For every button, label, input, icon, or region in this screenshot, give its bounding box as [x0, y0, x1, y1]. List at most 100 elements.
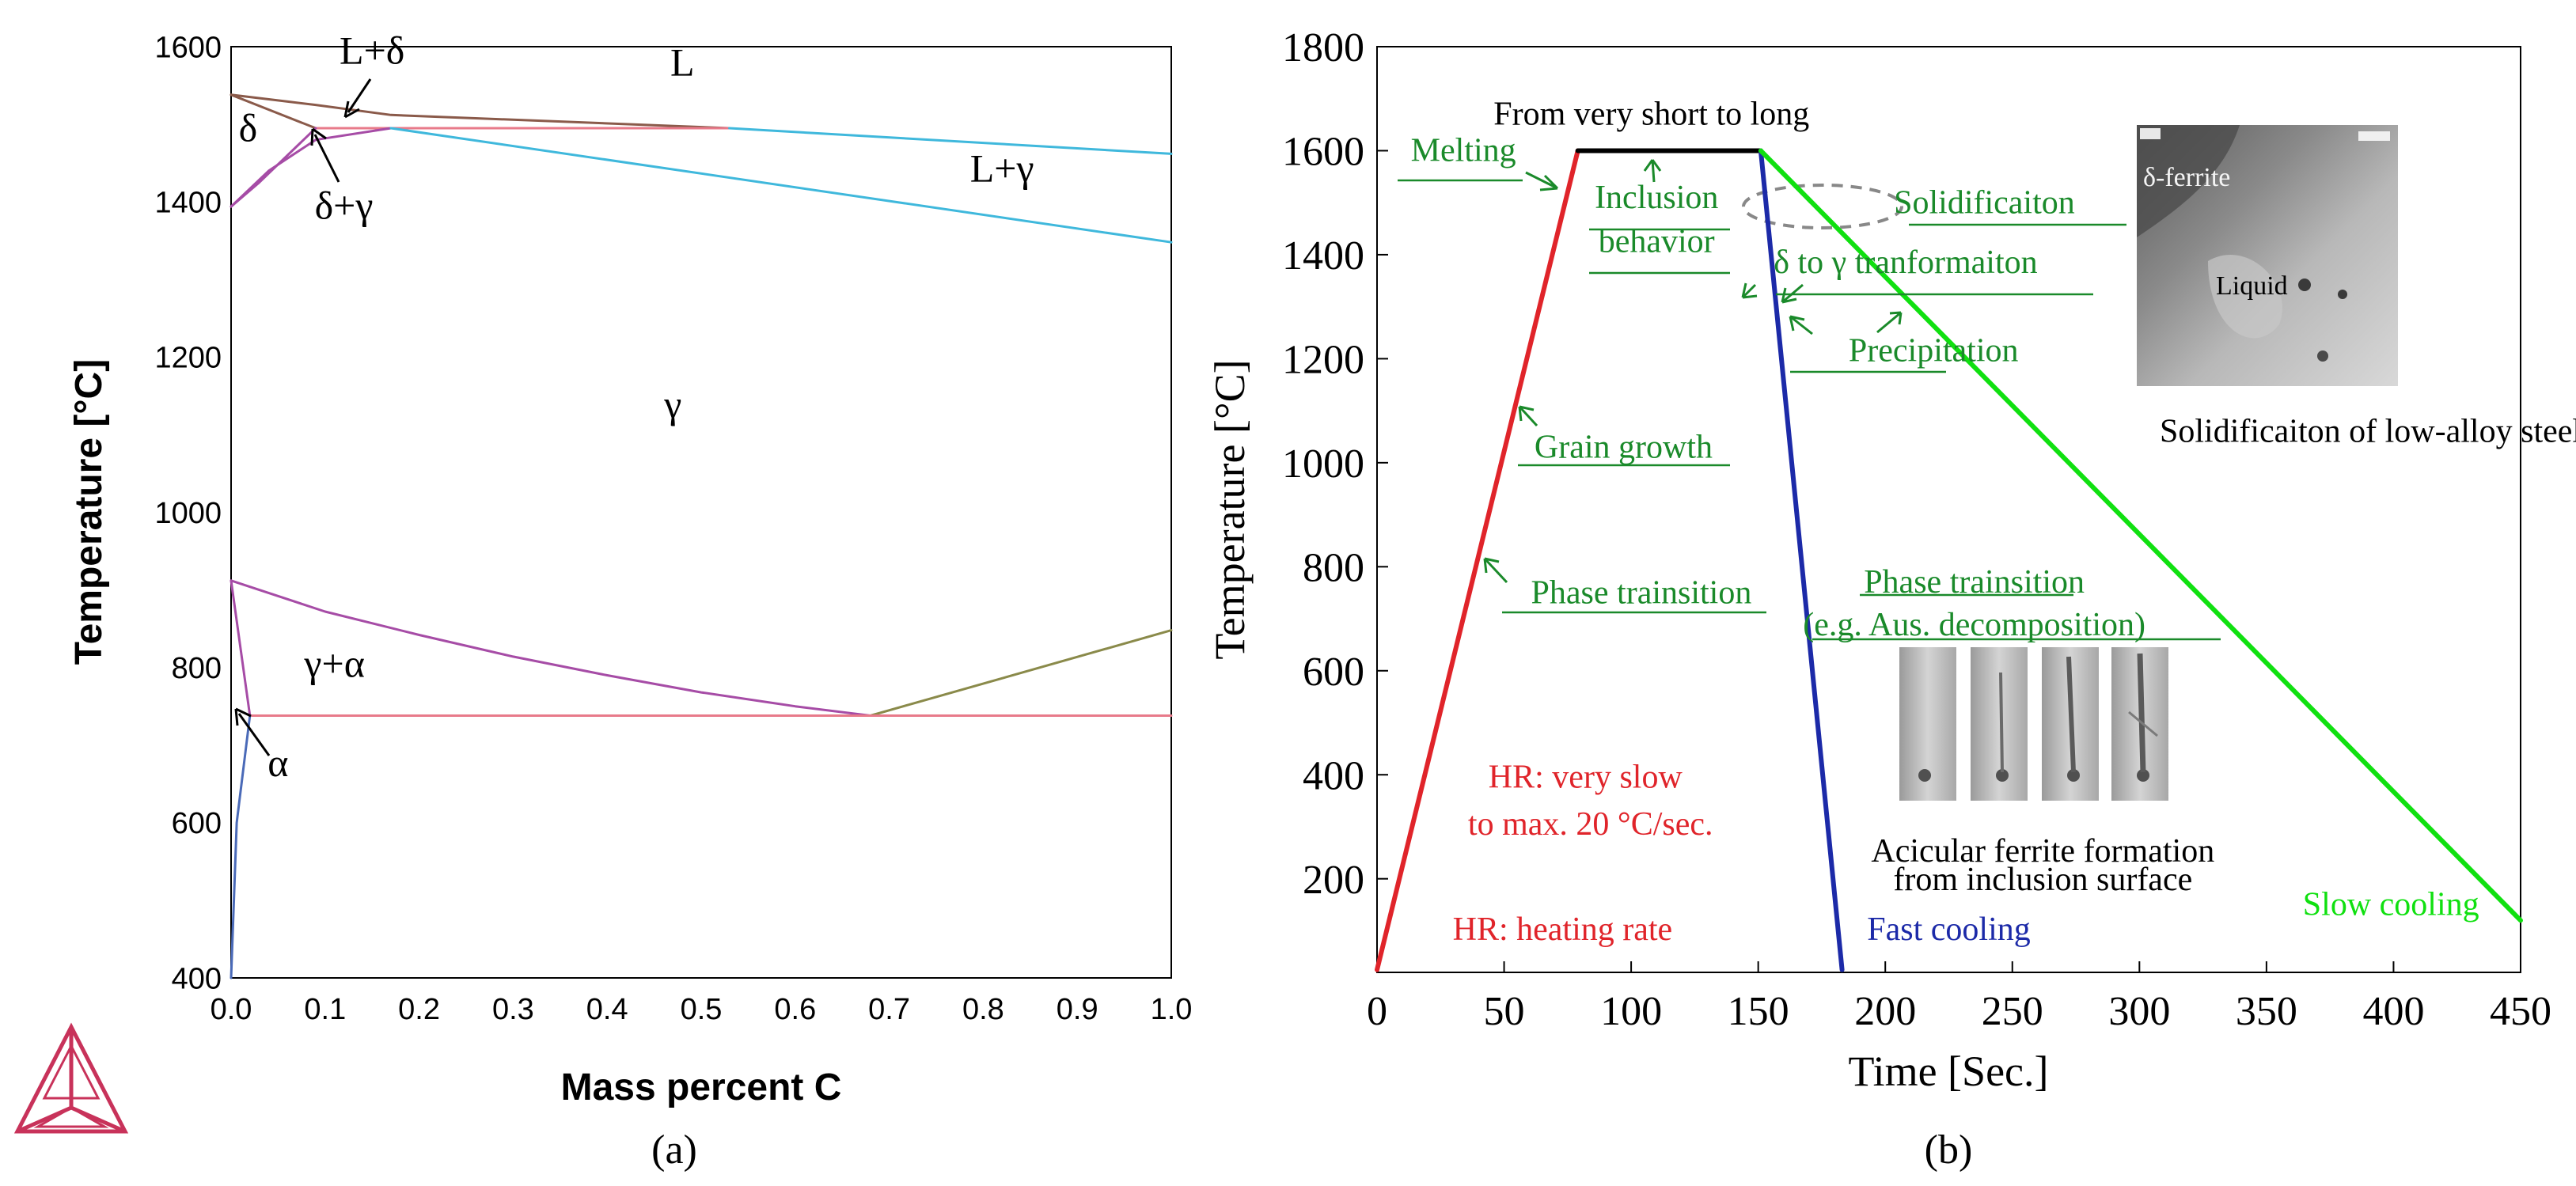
- inset-acicular-ferrite-images: [1899, 647, 2168, 801]
- annotation-label: Grain growth: [1535, 429, 1713, 465]
- y-tick-label: 200: [1303, 858, 1364, 903]
- annotation-label: Fast cooling: [1867, 911, 2031, 948]
- panel-a-y-ticks: 400 600 800 1000 1200 1400 1600: [154, 31, 222, 995]
- y-tick-label: 1400: [1282, 233, 1364, 279]
- x-tick-label: 100: [1600, 989, 1662, 1034]
- panel-b-y-axis-title: Temperature [°C]: [1206, 359, 1254, 659]
- annotation-label: δ to γ tranformaiton: [1774, 244, 2037, 281]
- annotation-label: α: [267, 741, 288, 785]
- arrow-alpha-head: [234, 707, 252, 726]
- annotation-label: Phase trainsition: [1531, 574, 1752, 611]
- panel-a-series: [230, 93, 1173, 979]
- series-liquidus-gamma: [728, 127, 1173, 155]
- series-heating: [1375, 148, 1580, 972]
- annotation-label: γ+α: [303, 641, 365, 685]
- x-tick-label: 1.0: [1151, 993, 1193, 1026]
- annotation-label: Precipitation: [1849, 333, 2019, 369]
- x-tick-label: 250: [1982, 989, 2043, 1034]
- annotation-label: from inclusion surface: [1893, 862, 2192, 898]
- x-tick-label: 0.9: [1057, 993, 1098, 1026]
- annotation-label: Inclusion: [1595, 180, 1718, 216]
- annotation-label: L+γ: [970, 146, 1034, 191]
- solidification-dashed-ellipse: [1742, 184, 1903, 229]
- series-solidus-gamma: [389, 127, 1173, 244]
- panel-a-y-axis-title: Temperature [°C]: [68, 359, 110, 665]
- x-tick-label: 0.1: [304, 993, 346, 1026]
- x-tick-label: 0.3: [492, 993, 534, 1026]
- panel-b-series: [1375, 148, 2523, 972]
- y-tick-label: 1200: [154, 342, 222, 375]
- annotation-label: δ+γ: [315, 184, 374, 228]
- panel-b-x-ticks: 0 50 100 150 200 250 300 350 400 450: [1367, 961, 2551, 1034]
- panel-a-x-ticks: 0.0 0.1 0.2 0.3 0.4 0.5 0.6 0.7 0.8 0.9 1.0: [211, 993, 1193, 1026]
- arrow-alpha: [237, 713, 271, 756]
- series-delta-gamma-lower: [230, 127, 317, 208]
- y-tick-label: 1600: [1282, 130, 1364, 175]
- annotation-label: Solidificaiton of low-alloy steel: [2160, 414, 2576, 450]
- panel-b-y-ticks: 200 400 600 800 1000 1200 1400 1600 1800: [1282, 25, 1388, 903]
- x-tick-label: 300: [2108, 989, 2170, 1034]
- x-tick-label: 200: [1854, 989, 1916, 1034]
- series-alpha-solvus: [230, 714, 252, 979]
- y-tick-label: 400: [1303, 753, 1364, 798]
- series-a3-line: [230, 579, 872, 717]
- x-tick-label: 0.7: [868, 993, 910, 1026]
- annotation-label: δ: [239, 106, 258, 150]
- panel-a-plot-frame: [230, 46, 1172, 979]
- annotation-label: HR: very slow: [1489, 760, 1683, 796]
- y-tick-label: 1200: [1282, 338, 1364, 383]
- x-tick-label: 50: [1484, 989, 1525, 1034]
- inset-liquid-label: Liquid: [2216, 271, 2288, 301]
- annotation-label: (e.g. Aus. decomposition): [1803, 607, 2145, 643]
- x-tick-label: 0.6: [774, 993, 816, 1026]
- series-alpha-gamma-boundary: [230, 579, 252, 717]
- annotation-label: Solidificaiton: [1894, 184, 2075, 221]
- arrow-delta-gamma: [313, 134, 340, 183]
- inset-delta-ferrite-label: δ-ferrite: [2143, 163, 2230, 192]
- thermo-calc-logo: [13, 1022, 129, 1134]
- y-tick-label: 800: [172, 652, 222, 685]
- panel-a-annotations: L+δ Lδ L+γ δ+γ γ γ+α α: [239, 28, 1034, 785]
- x-tick-label: 0.4: [586, 993, 628, 1026]
- annotation-label: L: [670, 40, 695, 84]
- series-fast-cooling: [1758, 148, 1845, 972]
- y-tick-label: 1000: [154, 497, 222, 530]
- green-label-underlines: [1398, 179, 2221, 641]
- y-tick-label: 600: [172, 807, 222, 840]
- y-tick-label: 1000: [1282, 441, 1364, 487]
- series-liquidus-delta: [230, 93, 731, 130]
- y-tick-label: 1400: [154, 186, 222, 219]
- panel-b-plot-frame: [1376, 46, 2521, 973]
- series-solidus-delta: [230, 93, 317, 130]
- panel-a-label: (a): [651, 1127, 697, 1173]
- arrow-l-delta-head: [343, 100, 360, 119]
- green-arrows: [1483, 159, 1903, 584]
- x-tick-label: 150: [1728, 989, 1789, 1034]
- annotation-label: Acicular ferrite formation: [1871, 833, 2214, 870]
- y-tick-label: 800: [1303, 546, 1364, 591]
- series-acm-line: [869, 629, 1173, 717]
- x-tick-label: 450: [2490, 989, 2551, 1034]
- arrow-delta-gamma-head: [310, 127, 327, 146]
- x-tick-label: 400: [2362, 989, 2424, 1034]
- annotation-label: HR: heating rate: [1453, 911, 1673, 948]
- panel-b-x-axis-title: Time [Sec.]: [1849, 1048, 2049, 1095]
- x-tick-label: 0.2: [398, 993, 440, 1026]
- annotation-label: Melting: [1411, 133, 1516, 169]
- series-delta-gamma-upper: [230, 127, 393, 208]
- panel-b-annotations: From very short to longMeltingInclusionb…: [1411, 97, 2576, 949]
- y-tick-label: 1600: [154, 31, 222, 64]
- annotation-label: γ: [663, 382, 681, 426]
- annotation-label: L+δ: [340, 28, 404, 73]
- y-tick-label: 400: [172, 962, 222, 995]
- annotation-label: From very short to long: [1493, 97, 1809, 133]
- annotation-label: Slow cooling: [2303, 887, 2479, 923]
- x-tick-label: 350: [2236, 989, 2297, 1034]
- x-tick-label: 0.5: [681, 993, 723, 1026]
- panel-b-heat-treatment: 200 400 600 800 1000 1200 1400 1600 1800 0 50 100 1…: [1206, 25, 2576, 1173]
- panel-a-x-axis-title: Mass percent C: [561, 1067, 842, 1108]
- x-tick-label: 0: [1367, 989, 1387, 1034]
- series-slow-cooling: [1758, 148, 2523, 923]
